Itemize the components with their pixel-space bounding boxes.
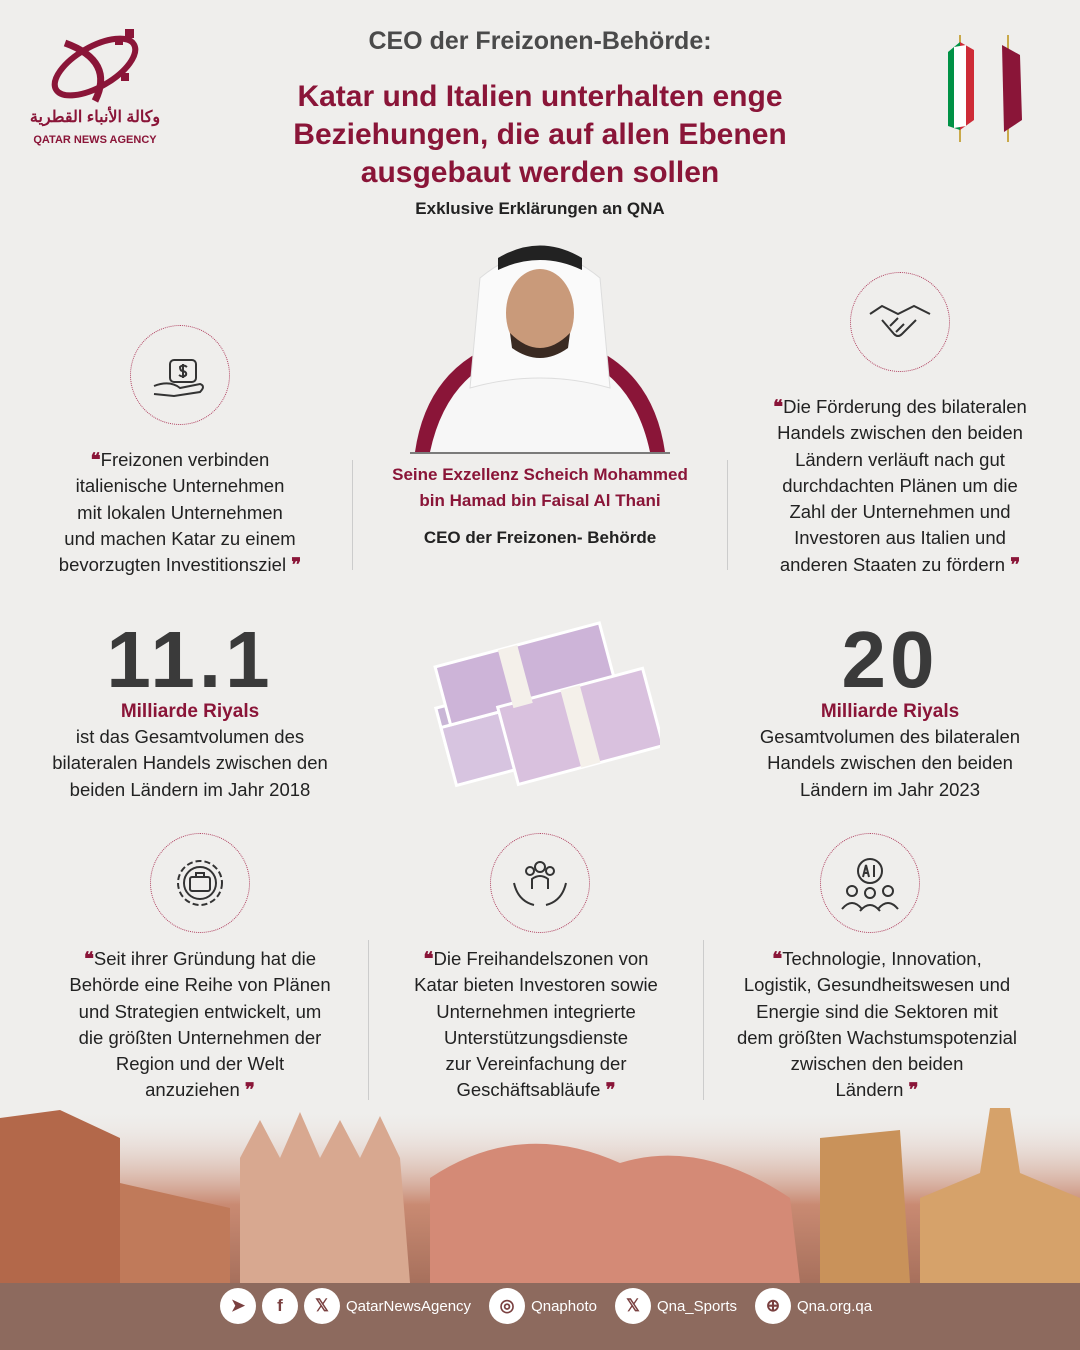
text-line: Investoren aus Italien und (794, 527, 1006, 549)
globe-icon[interactable]: ⊕ (755, 1288, 791, 1324)
telegram-icon[interactable]: ➤ (220, 1288, 256, 1324)
banknotes-image (433, 621, 660, 788)
text-line: Zahl der Unternehmen und (789, 501, 1011, 523)
stat-2018: 11.1 Milliarde Riyals ist das Gesamtvolu… (25, 620, 355, 803)
quote-open-icon: ❝ (423, 948, 434, 969)
quote-close-icon: ❞ (244, 1079, 255, 1101)
stat-value: 11.1 (106, 615, 274, 704)
skyline-illustration (0, 1108, 1080, 1350)
text-line: Seit ihrer Gründung hat die (93, 948, 317, 969)
quote-close-icon: ❞ (605, 1079, 616, 1101)
text-line: die größten Unternehmen der (78, 1026, 322, 1048)
text-line: Unterstützungsdienste (443, 1026, 629, 1048)
text-line: zur Vereinfachung der (445, 1053, 627, 1075)
name-line: Seine Exzellenz Scheich Mohammed (392, 465, 688, 484)
text-line: und machen Katar zu einem (64, 527, 296, 549)
text-line: dem größten Wachstumspotenzial (736, 1026, 1018, 1048)
name-line: bin Hamad bin Faisal Al Thani (419, 491, 661, 510)
gear-briefcase-icon (150, 833, 250, 933)
divider (352, 460, 353, 570)
text-line: Handels zwischen den beiden (767, 752, 1013, 774)
title-line: ausgebaut werden sollen (360, 156, 720, 189)
text-line: und Strategien entwickelt, um (78, 1000, 322, 1022)
quote-free-trade-zones: ❝Die Freihandelszonen von Katar bieten I… (372, 946, 700, 1104)
text-line: Unternehmen integrierte (436, 1000, 636, 1022)
x-icon[interactable]: 𝕏 (614, 1288, 651, 1324)
text-line: ist das Gesamtvolumen des (75, 726, 305, 747)
text-line: Die Förderung des bilateralen (783, 396, 1027, 417)
ceo-portrait (410, 245, 670, 454)
stat-unit: Milliarde Riyals (120, 701, 260, 722)
instagram-icon[interactable]: ◎ (489, 1288, 526, 1324)
text-line: Freizonen verbinden (100, 449, 270, 470)
text-line: Katar bieten Investoren sowie (414, 974, 658, 996)
divider (368, 940, 369, 1100)
text-line: anderen Staaten zu fördern (779, 553, 1006, 575)
stat-2023: 20 Milliarde Riyals Gesamtvolumen des bi… (725, 620, 1055, 803)
logo-english: QATAR NEWS AGENCY (33, 134, 157, 146)
quote-close-icon: ❞ (1010, 553, 1021, 575)
quote-open-icon: ❝ (83, 948, 94, 969)
stat-value: 20 (841, 615, 939, 704)
text-line: bevorzugten Investitionsziel (58, 554, 287, 576)
website-link[interactable]: Qna.org.qa (797, 1297, 873, 1315)
divider (703, 940, 704, 1100)
quote-close-icon: ❞ (908, 1079, 919, 1101)
quote-open-icon: ❝ (773, 396, 784, 417)
title-line: Beziehungen, die auf allen Ebenen (293, 118, 787, 151)
quote-sectors: ❝Technologie, Innovation, Logistik, Gesu… (707, 946, 1047, 1104)
ai-people-icon (820, 833, 920, 933)
text-line: Handels zwischen den beiden (777, 422, 1023, 444)
text-line: Region und der Welt (115, 1053, 285, 1075)
text-line: Behörde eine Reihe von Plänen (69, 974, 331, 996)
social-handle[interactable]: QatarNewsAgency (346, 1297, 472, 1315)
quote-open-icon: ❝ (772, 948, 783, 969)
stat-unit: Milliarde Riyals (820, 701, 960, 722)
text-line: mit lokalen Unternehmen (77, 501, 283, 523)
text-line: Geschäftsabläufe (456, 1079, 601, 1101)
facebook-icon[interactable]: f (262, 1288, 298, 1324)
text-line: Logistik, Gesundheitswesen und (743, 974, 1011, 996)
text-line: anzuziehen (145, 1079, 240, 1101)
text-line: Die Freihandelszonen von (433, 948, 649, 969)
title-line: Katar und Italien unterhalten enge (297, 80, 783, 113)
x-icon[interactable]: 𝕏 (304, 1288, 340, 1324)
divider (727, 460, 728, 570)
text-line: Technologie, Innovation, (782, 948, 982, 969)
quote-open-icon: ❝ (90, 449, 101, 470)
people-hands-icon (490, 833, 590, 933)
header-kicker: CEO der Freizonen-Behörde: (368, 27, 712, 55)
handshake-icon (850, 272, 950, 372)
text-line: bilateralen Handels zwischen den (52, 752, 328, 774)
qna-logo (51, 29, 139, 103)
text-line: Energie sind die Sektoren mit (756, 1000, 998, 1022)
quote-free-zones: ❝Freizonen verbinden italienische Untern… (15, 447, 345, 578)
text-line: Ländern verläuft nach gut (795, 448, 1005, 470)
quote-strategies: ❝Seit ihrer Gründung hat die Behörde ein… (35, 946, 365, 1104)
social-handle[interactable]: Qna_Sports (656, 1297, 737, 1315)
text-line: beiden Ländern im Jahr 2018 (69, 778, 311, 800)
text-line: italienische Unternehmen (75, 475, 285, 497)
social-handle[interactable]: Qnaphoto (531, 1297, 597, 1315)
text-line: durchdachten Plänen um die (782, 474, 1018, 496)
money-hand-icon (130, 325, 230, 425)
text-line: Gesamtvolumen des bilateralen (759, 726, 1021, 747)
text-line: Ländern im Jahr 2023 (800, 778, 980, 800)
text-line: Ländern (835, 1079, 904, 1101)
social-footer: ➤ f 𝕏 QatarNewsAgency ◎ Qnaphoto 𝕏 Qna_S… (220, 1288, 884, 1324)
ceo-name: Seine Exzellenz Scheich Mohammed bin Ham… (360, 462, 720, 514)
quote-trade-promotion: ❝Die Förderung des bilateralen Handels z… (735, 394, 1065, 578)
ceo-role: CEO der Freizonen- Behörde (423, 528, 657, 547)
text-line: zwischen den beiden (790, 1053, 964, 1075)
page-title: Katar und Italien unterhalten enge Bezie… (160, 78, 920, 192)
quote-close-icon: ❞ (291, 554, 302, 576)
flags-italy-qatar (948, 35, 1022, 142)
subtitle: Exklusive Erklärungen an QNA (415, 199, 665, 218)
logo-arabic: وكالة الأنباء القطرية (29, 109, 161, 126)
